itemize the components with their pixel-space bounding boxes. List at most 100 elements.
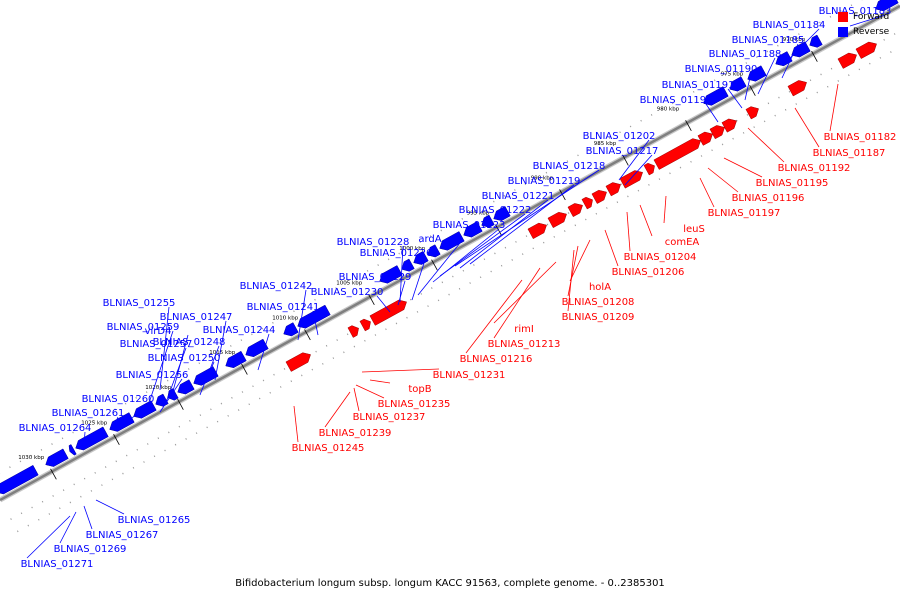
tick-label-1: 975 kbp bbox=[721, 71, 744, 77]
reverse-label-leader-23 bbox=[149, 330, 174, 401]
reverse-label-leader-18 bbox=[376, 295, 391, 313]
reverse-gene-label-16: BLNIAS_01226 bbox=[360, 248, 433, 259]
forward-gene-label-12: BLNIAS_01209 bbox=[562, 312, 635, 323]
reverse-gene-label-19: BLNIAS_01242 bbox=[240, 281, 313, 292]
forward-gene-6 bbox=[567, 203, 583, 218]
forward-gene-7 bbox=[581, 196, 593, 210]
tick-label-0: 970 kbp bbox=[783, 37, 806, 43]
reverse-label-leader-19 bbox=[297, 289, 307, 341]
reverse-gene-label-14: ardA bbox=[418, 234, 441, 245]
forward-gene-18 bbox=[837, 52, 857, 69]
reverse-label-leader-11 bbox=[459, 199, 549, 269]
forward-gene-label-0: BLNIAS_01182 bbox=[824, 132, 897, 143]
reverse-gene-label-17: BLNIAS_01229 bbox=[339, 272, 412, 283]
forward-gene-label-9: BLNIAS_01206 bbox=[612, 267, 685, 278]
forward-label-leader-13 bbox=[493, 261, 557, 324]
forward-gene-15 bbox=[721, 118, 737, 133]
reverse-gene-label-11: BLNIAS_01221 bbox=[482, 191, 555, 202]
forward-gene-label-20: BLNIAS_01239 bbox=[319, 428, 392, 439]
reverse-label-leader-17 bbox=[397, 280, 406, 306]
reverse-label-leader-32 bbox=[83, 431, 86, 445]
forward-label-leader-19 bbox=[353, 387, 360, 412]
reverse-gene-label-31: BLNIAS_01261 bbox=[52, 408, 125, 419]
bottom-gene-label-0: BLNIAS_01265 bbox=[118, 515, 191, 526]
forward-label-leader-0 bbox=[829, 83, 839, 132]
reverse-gene-5 bbox=[133, 400, 157, 419]
reverse-gene-label-13: BLNIAS_01223 bbox=[433, 220, 506, 231]
tick-mark-1 bbox=[749, 84, 756, 96]
bottom-label-leader-1 bbox=[83, 505, 93, 530]
reverse-gene-9 bbox=[193, 366, 219, 386]
reverse-label-leader-20 bbox=[312, 310, 319, 336]
reverse-gene-3 bbox=[75, 426, 109, 451]
tick-label-7: 1005 kbp bbox=[336, 280, 362, 286]
reverse-label-leader-0 bbox=[849, 14, 886, 27]
tick-mark-8 bbox=[304, 329, 311, 341]
forward-label-leader-9 bbox=[604, 229, 619, 267]
reverse-gene-label-3: BLNIAS_01188 bbox=[709, 49, 782, 60]
reverse-gene-8 bbox=[177, 379, 195, 395]
forward-gene-13 bbox=[697, 131, 713, 146]
tick-label-2: 980 kbp bbox=[657, 106, 680, 112]
forward-gene-9 bbox=[605, 182, 621, 197]
reverse-gene-label-12: BLNIAS_01222 bbox=[459, 205, 532, 216]
legend-label-forward: Forward bbox=[853, 11, 890, 22]
tick-mark-0 bbox=[811, 50, 818, 62]
forward-gene-3 bbox=[369, 299, 407, 326]
forward-gene-label-17: topB bbox=[408, 384, 431, 395]
genome-caption: Bifidobacterium longum subsp. longum KAC… bbox=[235, 578, 665, 589]
reverse-gene-label-2: BLNIAS_01185 bbox=[732, 35, 805, 46]
reverse-gene-27 bbox=[809, 34, 823, 48]
bottom-label-leader-3 bbox=[26, 515, 71, 559]
forward-gene-label-2: BLNIAS_01192 bbox=[778, 163, 851, 174]
reverse-gene-label-0: BLNIAS_01183 bbox=[819, 6, 892, 17]
reverse-gene-12 bbox=[283, 322, 299, 337]
forward-label-leader-1 bbox=[794, 107, 820, 148]
reverse-gene-label-21: BLNIAS_01255 bbox=[103, 298, 176, 309]
reverse-label-leader-30 bbox=[129, 402, 149, 421]
reverse-label-leader-13 bbox=[432, 228, 500, 283]
reverse-label-leader-9 bbox=[454, 169, 600, 267]
legend: Forward Reverse bbox=[838, 9, 889, 39]
reverse-label-leader-12 bbox=[439, 213, 526, 277]
tick-mark-12 bbox=[50, 468, 57, 480]
bottom-gene-label-2: BLNIAS_01269 bbox=[54, 544, 127, 555]
reverse-gene-label-7: BLNIAS_01202 bbox=[583, 131, 656, 142]
forward-gene-10 bbox=[619, 170, 643, 189]
forward-gene-19 bbox=[855, 41, 877, 59]
tick-label-6: 1000 kbp bbox=[399, 246, 425, 252]
tick-label-9: 1015 kbp bbox=[209, 350, 235, 356]
tick-mark-6 bbox=[431, 259, 438, 271]
forward-label-leader-6 bbox=[663, 195, 667, 224]
forward-gene-label-19: BLNIAS_01237 bbox=[353, 412, 426, 423]
reverse-gene-label-29: BLNIAS_01256 bbox=[116, 370, 189, 381]
reverse-label-leader-26 bbox=[164, 347, 187, 406]
forward-gene-label-21: BLNIAS_01245 bbox=[292, 443, 365, 454]
forward-label-leader-11 bbox=[567, 245, 579, 297]
forward-label-leader-18 bbox=[355, 384, 385, 399]
forward-gene-label-13: rimI bbox=[514, 324, 534, 335]
reverse-gene-label-24: virD4 bbox=[145, 326, 172, 337]
tick-mark-11 bbox=[113, 434, 120, 445]
reverse-gene-label-5: BLNIAS_01191 bbox=[662, 80, 735, 91]
reverse-label-leader-21 bbox=[159, 306, 170, 391]
reverse-label-leader-25 bbox=[257, 333, 270, 371]
forward-gene-12 bbox=[653, 138, 701, 170]
forward-label-leader-14 bbox=[493, 267, 541, 339]
reverse-gene-label-18: BLNIAS_01230 bbox=[311, 287, 384, 298]
forward-gene-label-11: BLNIAS_01208 bbox=[562, 297, 635, 308]
reverse-label-leader-7 bbox=[618, 139, 650, 181]
reverse-gene-label-32: BLNIAS_01264 bbox=[19, 423, 92, 434]
forward-gene-8 bbox=[591, 189, 607, 204]
tick-label-11: 1025 kbp bbox=[81, 420, 107, 426]
tick-label-8: 1010 kbp bbox=[272, 316, 298, 322]
reverse-label-leader-3 bbox=[757, 57, 776, 95]
reverse-gene-label-30: BLNIAS_01260 bbox=[82, 394, 155, 405]
forward-gene-label-8: BLNIAS_01204 bbox=[624, 252, 697, 263]
reverse-label-leader-15 bbox=[399, 245, 404, 303]
forward-label-leader-7 bbox=[639, 204, 653, 237]
reverse-label-leader-14 bbox=[417, 242, 461, 296]
reverse-label-leader-10 bbox=[469, 184, 575, 265]
forward-gene-0 bbox=[285, 352, 311, 372]
